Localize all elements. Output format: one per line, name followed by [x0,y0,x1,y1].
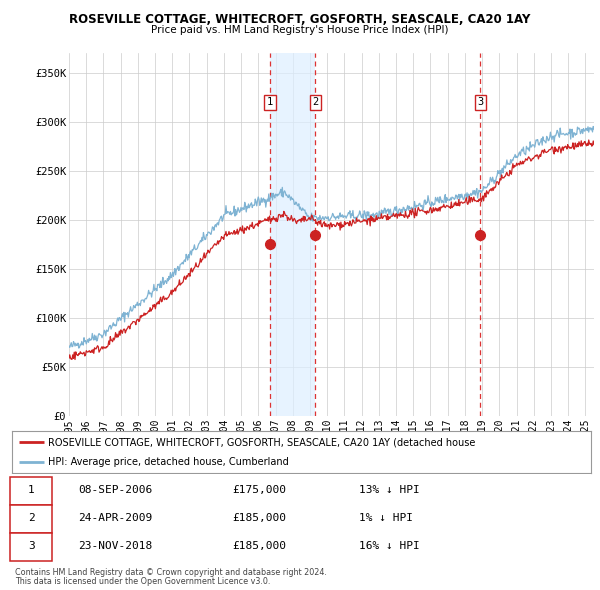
Text: 3: 3 [28,541,34,551]
Text: 1: 1 [28,485,34,495]
FancyBboxPatch shape [10,505,52,533]
Text: 16% ↓ HPI: 16% ↓ HPI [359,541,420,551]
FancyBboxPatch shape [10,477,52,505]
Text: HPI: Average price, detached house, Cumberland: HPI: Average price, detached house, Cumb… [48,457,289,467]
Text: ROSEVILLE COTTAGE, WHITECROFT, GOSFORTH, SEASCALE, CA20 1AY: ROSEVILLE COTTAGE, WHITECROFT, GOSFORTH,… [70,13,530,26]
Text: 2: 2 [313,97,319,107]
Text: ROSEVILLE COTTAGE, WHITECROFT, GOSFORTH, SEASCALE, CA20 1AY (detached house: ROSEVILLE COTTAGE, WHITECROFT, GOSFORTH,… [48,437,475,447]
Text: 13% ↓ HPI: 13% ↓ HPI [359,485,420,495]
Text: Price paid vs. HM Land Registry's House Price Index (HPI): Price paid vs. HM Land Registry's House … [151,25,449,35]
Text: £185,000: £185,000 [232,513,286,523]
FancyBboxPatch shape [10,533,52,561]
Text: This data is licensed under the Open Government Licence v3.0.: This data is licensed under the Open Gov… [15,577,271,586]
Text: 2: 2 [28,513,34,523]
Text: 08-SEP-2006: 08-SEP-2006 [79,485,153,495]
Text: 1: 1 [267,97,274,107]
Text: 1% ↓ HPI: 1% ↓ HPI [359,513,413,523]
Bar [270,53,316,416]
Text: Contains HM Land Registry data © Crown copyright and database right 2024.: Contains HM Land Registry data © Crown c… [15,568,327,576]
Text: 24-APR-2009: 24-APR-2009 [79,513,153,523]
Text: 23-NOV-2018: 23-NOV-2018 [79,541,153,551]
Text: £175,000: £175,000 [232,485,286,495]
Text: 3: 3 [477,97,484,107]
Text: £185,000: £185,000 [232,541,286,551]
